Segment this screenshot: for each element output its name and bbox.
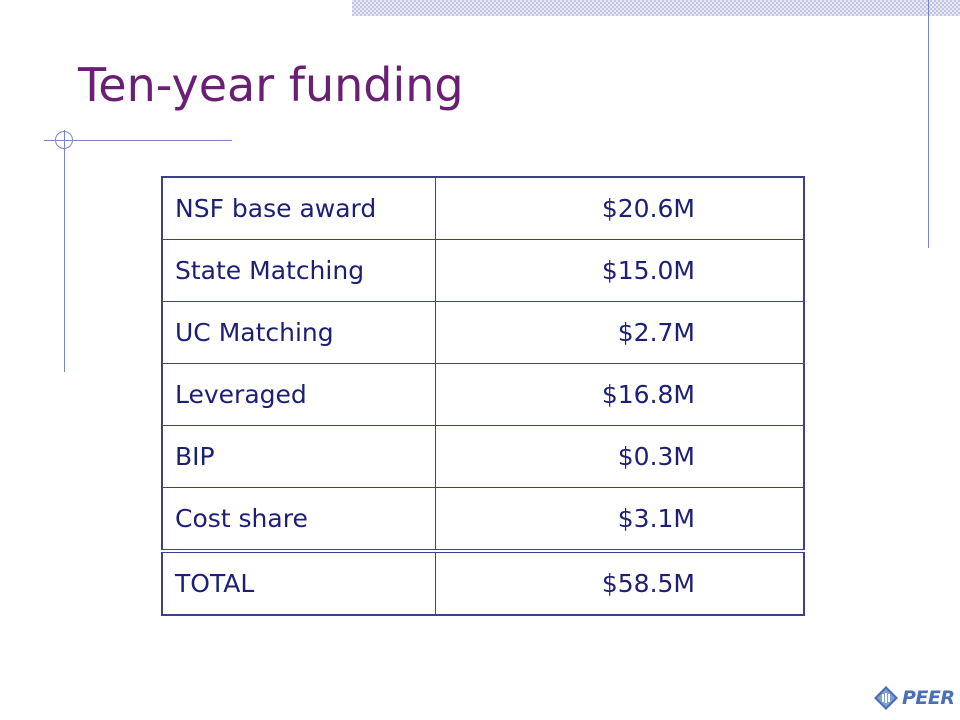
row-label: Cost share — [161, 487, 436, 552]
crosshair-ring-decoration — [55, 131, 73, 149]
total-row: TOTAL $58.5M — [161, 549, 805, 616]
title-underline-decoration — [44, 140, 232, 141]
peer-logo: PEER — [872, 682, 955, 714]
table-row: UC Matching $2.7M — [161, 301, 805, 364]
table-row: Leveraged $16.8M — [161, 363, 805, 426]
top-decorative-band — [352, 0, 960, 16]
slide-title: Ten-year funding — [78, 58, 464, 112]
row-value: $15.0M — [434, 239, 805, 302]
table-row: NSF base award $20.6M — [161, 176, 805, 240]
row-label: NSF base award — [161, 176, 436, 240]
row-value: $2.7M — [434, 301, 805, 364]
left-decorative-line — [64, 130, 65, 372]
row-label: UC Matching — [161, 301, 436, 364]
total-value: $58.5M — [434, 549, 805, 616]
row-value: $0.3M — [434, 425, 805, 488]
row-label: Leveraged — [161, 363, 436, 426]
table-row: Cost share $3.1M — [161, 487, 805, 552]
row-value: $16.8M — [434, 363, 805, 426]
total-label: TOTAL — [161, 549, 436, 616]
row-label: State Matching — [161, 239, 436, 302]
row-value: $3.1M — [434, 487, 805, 552]
table-row: State Matching $15.0M — [161, 239, 805, 302]
peer-logo-text: PEER — [902, 687, 955, 709]
peer-diamond-icon — [874, 686, 898, 710]
right-decorative-line — [928, 0, 929, 248]
row-value: $20.6M — [434, 176, 805, 240]
funding-table: NSF base award $20.6M State Matching $15… — [161, 176, 805, 616]
table-row: BIP $0.3M — [161, 425, 805, 488]
row-label: BIP — [161, 425, 436, 488]
